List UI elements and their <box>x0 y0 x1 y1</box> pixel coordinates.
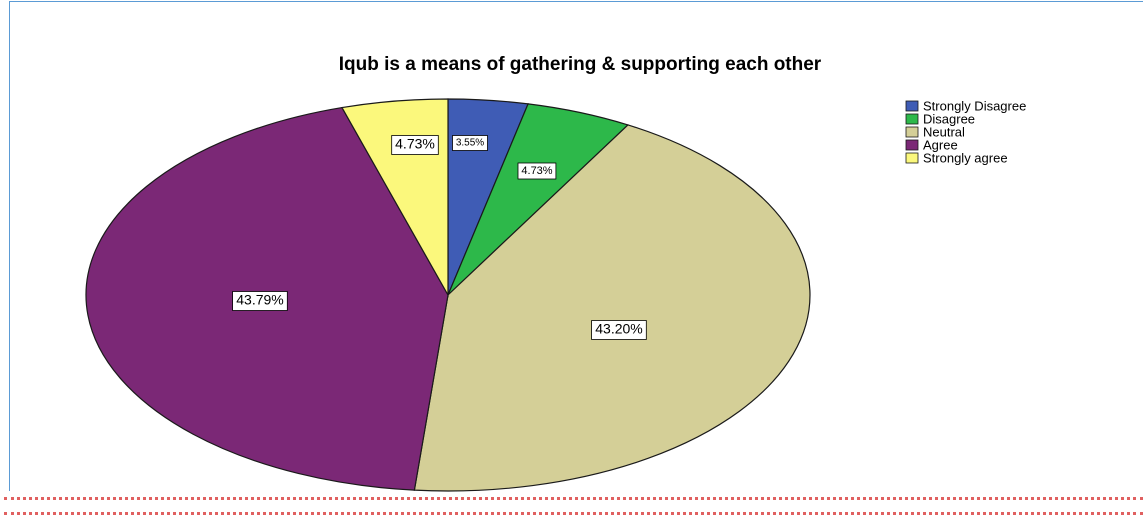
legend-label: Strongly Disagree <box>923 99 1026 114</box>
legend-swatch <box>905 139 919 151</box>
legend-label: Strongly agree <box>923 151 1008 166</box>
slice-label-box <box>452 135 488 151</box>
slice-label-text: 43.79% <box>236 292 283 308</box>
slice-label-text: 4.73% <box>521 165 552 177</box>
slice-label-neutral: 43.20% <box>591 320 647 340</box>
chart-border <box>9 1 1143 491</box>
slice-label-strongly-agree: 4.73% <box>391 135 439 155</box>
legend-swatch <box>905 152 919 164</box>
legend-swatch <box>905 126 919 138</box>
legend-item-agree: Agree <box>905 138 958 153</box>
pie-slices <box>85 98 811 492</box>
slice-label-text: 3.55% <box>456 138 484 149</box>
pie-chart: Iqub is a means of gathering & supportin… <box>85 54 1026 492</box>
slice-label-box <box>517 162 557 180</box>
slice-label-disagree: 4.73% <box>517 162 557 180</box>
slice-label-box <box>232 291 288 311</box>
slice-label-strongly-disagree: 3.55% <box>452 135 488 151</box>
legend-swatch <box>905 100 919 112</box>
slice-label-text: 4.73% <box>395 136 435 152</box>
pie-slice-neutral <box>413 124 811 492</box>
legend-label: Neutral <box>923 125 965 140</box>
dotted-divider-lower <box>4 512 1143 515</box>
slice-label-box <box>391 135 439 155</box>
legend-label: Agree <box>923 138 958 153</box>
slice-label-box <box>591 320 647 340</box>
legend-item-strongly-disagree: Strongly Disagree <box>905 99 1026 114</box>
chart-title: Iqub is a means of gathering & supportin… <box>339 54 822 75</box>
slice-label-text: 43.20% <box>595 321 642 337</box>
legend-item-neutral: Neutral <box>905 125 965 140</box>
legend-item-strongly-agree: Strongly agree <box>905 151 1008 166</box>
legend: Strongly DisagreeDisagreeNeutralAgreeStr… <box>905 99 1026 166</box>
dotted-divider <box>4 497 1143 500</box>
legend-label: Disagree <box>923 112 975 127</box>
legend-swatch <box>905 113 919 125</box>
legend-item-disagree: Disagree <box>905 112 975 127</box>
slice-label-agree: 43.79% <box>232 291 288 311</box>
slice-labels: 3.55% 4.73% 43.20% 43.79% 4.73% <box>232 135 647 340</box>
